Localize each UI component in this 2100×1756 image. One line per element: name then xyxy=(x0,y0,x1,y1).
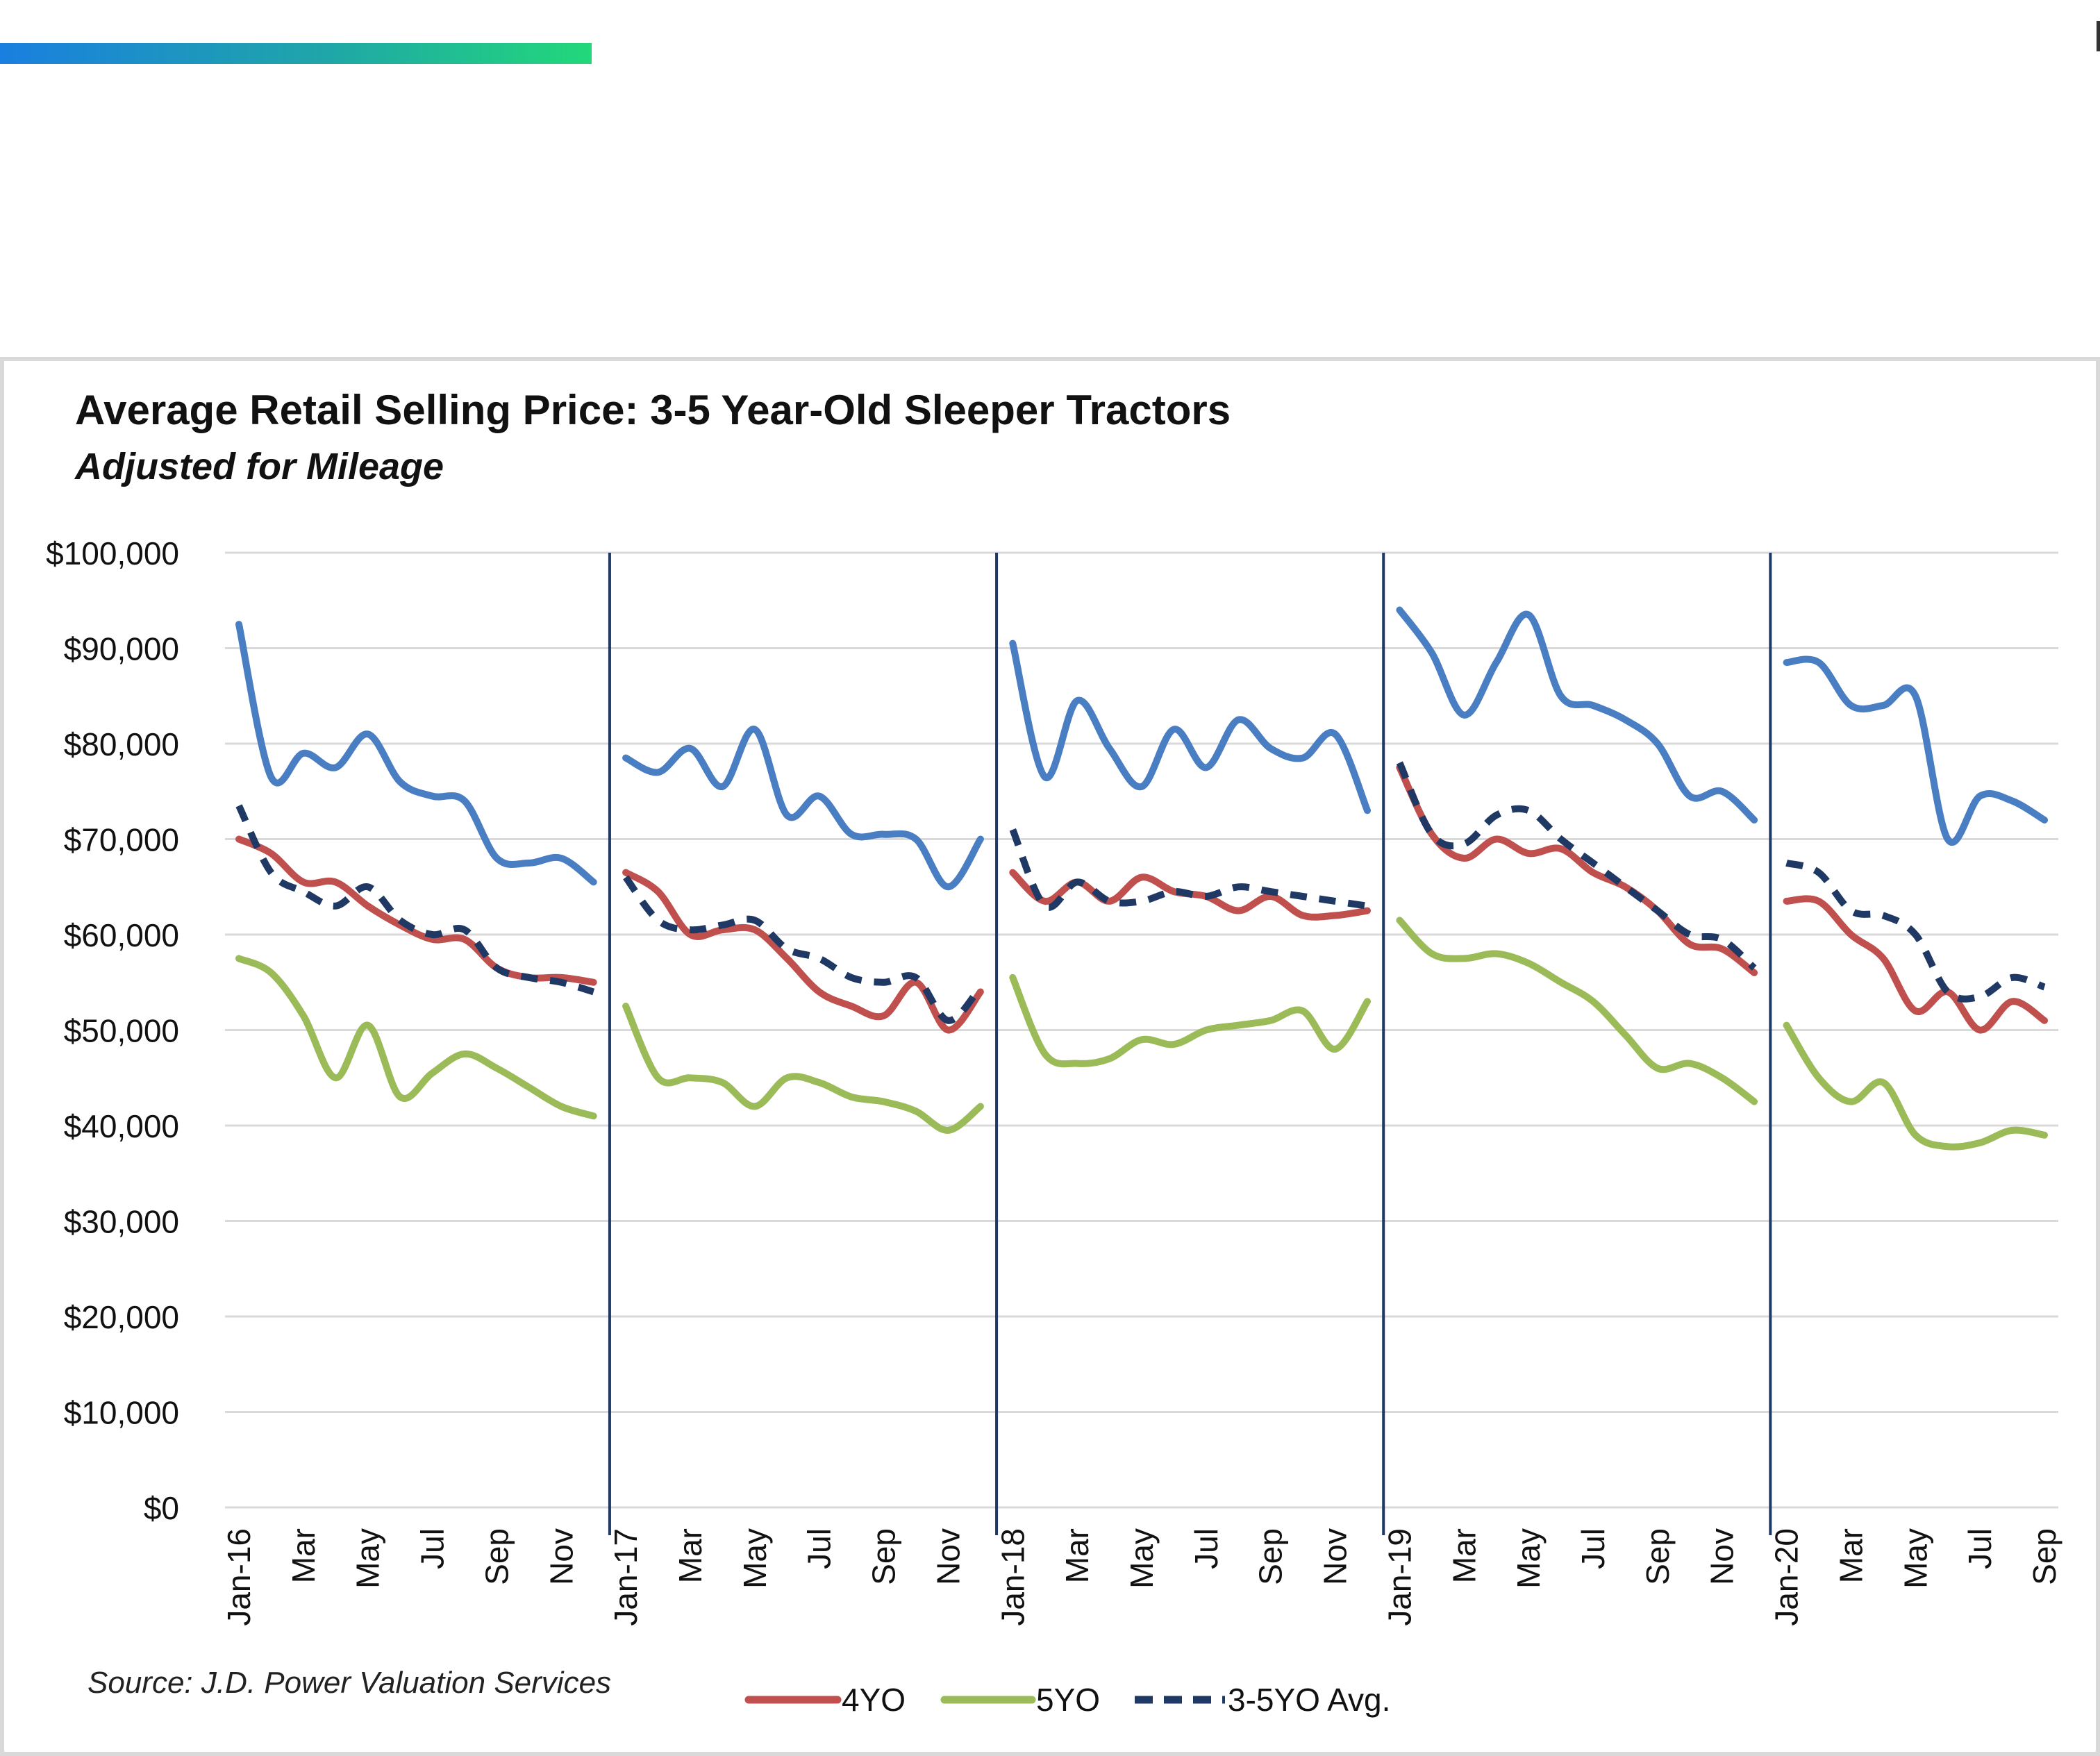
line-chart: Average Retail Selling Price: 3-5 Year-O… xyxy=(46,387,2062,1718)
x-tick-label: Jan-20 xyxy=(1769,1528,1805,1626)
gridlines xyxy=(225,551,2058,1509)
chart-frame: Average Retail Selling Price: 3-5 Year-O… xyxy=(0,357,2100,1756)
y-tick-label: $100,000 xyxy=(46,535,179,571)
x-tick-label: Nov xyxy=(1317,1528,1353,1585)
x-tick-label: Sep xyxy=(866,1528,902,1585)
x-tick-label: Mar xyxy=(672,1528,708,1583)
x-tick-label: Mar xyxy=(1059,1528,1095,1583)
x-tick-label: Jan-17 xyxy=(608,1528,644,1626)
x-tick-label: Nov xyxy=(930,1528,966,1585)
x-tick-label: Nov xyxy=(543,1528,579,1585)
legend-label-4yo: 4YO xyxy=(842,1682,906,1718)
x-tick-label: Jan-16 xyxy=(221,1528,257,1626)
x-axis-ticks: Jan-16 Mar May Jul Sep Nov Jan-17 Mar May Jul Sep N… xyxy=(221,1528,2062,1626)
year-dividers xyxy=(608,553,1772,1535)
chart-title: Average Retail Selling Price: 3-5 Year-O… xyxy=(75,387,1231,433)
x-tick-label: Jul xyxy=(415,1528,451,1569)
series-line-3yo-seg2 xyxy=(1009,639,1371,814)
y-tick-label: $0 xyxy=(144,1490,179,1526)
series-line-5yo-seg3 xyxy=(1396,917,1758,1105)
series-line-avg-seg1 xyxy=(623,875,983,1024)
series-line-4yo-seg3 xyxy=(1396,764,1758,976)
series-lines xyxy=(235,606,2048,1151)
x-tick-label: Jan-19 xyxy=(1381,1528,1417,1626)
x-tick-label: Mar xyxy=(1446,1528,1482,1583)
series-line-avg-seg0 xyxy=(235,804,595,996)
y-tick-label: $30,000 xyxy=(64,1204,179,1240)
y-tick-label: $90,000 xyxy=(64,631,179,667)
x-tick-label: Sep xyxy=(1253,1528,1289,1585)
x-tick-label: Jul xyxy=(1575,1528,1611,1569)
series-line-3yo-seg1 xyxy=(622,726,984,891)
edge-marker xyxy=(2097,21,2100,51)
legend: 4YO 5YO 3-5YO Avg. xyxy=(744,1682,1390,1718)
legend-label-5yo: 5YO xyxy=(1036,1682,1100,1718)
series-line-avg-seg3 xyxy=(1396,761,1757,971)
source-note: Source: J.D. Power Valuation Services xyxy=(88,1666,611,1700)
x-tick-label: May xyxy=(350,1528,386,1589)
series-line-5yo-seg1 xyxy=(622,1003,984,1134)
x-tick-label: Mar xyxy=(1833,1528,1869,1583)
y-tick-label: $20,000 xyxy=(64,1299,179,1335)
x-tick-label: Sep xyxy=(2026,1528,2062,1585)
legend-label-avg: 3-5YO Avg. xyxy=(1228,1682,1390,1718)
series-line-3yo-seg3 xyxy=(1396,606,1758,823)
y-axis-ticks: $0 $10,000 $20,000 $30,000 $40,000 $50,000 $60… xyxy=(46,535,179,1526)
chart-subtitle: Adjusted for Mileage xyxy=(74,446,444,487)
y-tick-label: $80,000 xyxy=(64,726,179,762)
series-line-5yo-seg0 xyxy=(235,955,597,1120)
x-tick-label: Jul xyxy=(1188,1528,1224,1569)
y-tick-label: $60,000 xyxy=(64,917,179,953)
x-tick-label: Jul xyxy=(801,1528,838,1569)
x-tick-label: Sep xyxy=(1640,1528,1676,1585)
series-line-avg-seg2 xyxy=(1009,828,1368,911)
y-tick-label: $70,000 xyxy=(64,822,179,858)
x-tick-label: May xyxy=(1897,1528,1933,1589)
x-tick-label: May xyxy=(1510,1528,1547,1589)
series-line-4yo-seg4 xyxy=(1783,895,2048,1034)
series-line-avg-seg4 xyxy=(1785,860,2046,1003)
y-tick-label: $10,000 xyxy=(64,1395,179,1431)
series-line-3yo-seg0 xyxy=(235,621,597,886)
series-line-5yo-seg2 xyxy=(1009,973,1371,1068)
x-tick-label: Nov xyxy=(1704,1528,1740,1585)
top-accent-bar xyxy=(0,43,592,64)
x-tick-label: May xyxy=(737,1528,773,1589)
y-tick-label: $40,000 xyxy=(64,1108,179,1144)
y-tick-label: $50,000 xyxy=(64,1013,179,1049)
x-tick-label: May xyxy=(1124,1528,1160,1589)
x-tick-label: Jan-18 xyxy=(994,1528,1031,1626)
series-line-3yo-seg4 xyxy=(1783,655,2048,846)
x-tick-label: Mar xyxy=(285,1528,322,1583)
series-line-5yo-seg4 xyxy=(1783,1021,2048,1151)
x-tick-label: Sep xyxy=(478,1528,515,1585)
x-tick-label: Jul xyxy=(1962,1528,1998,1569)
